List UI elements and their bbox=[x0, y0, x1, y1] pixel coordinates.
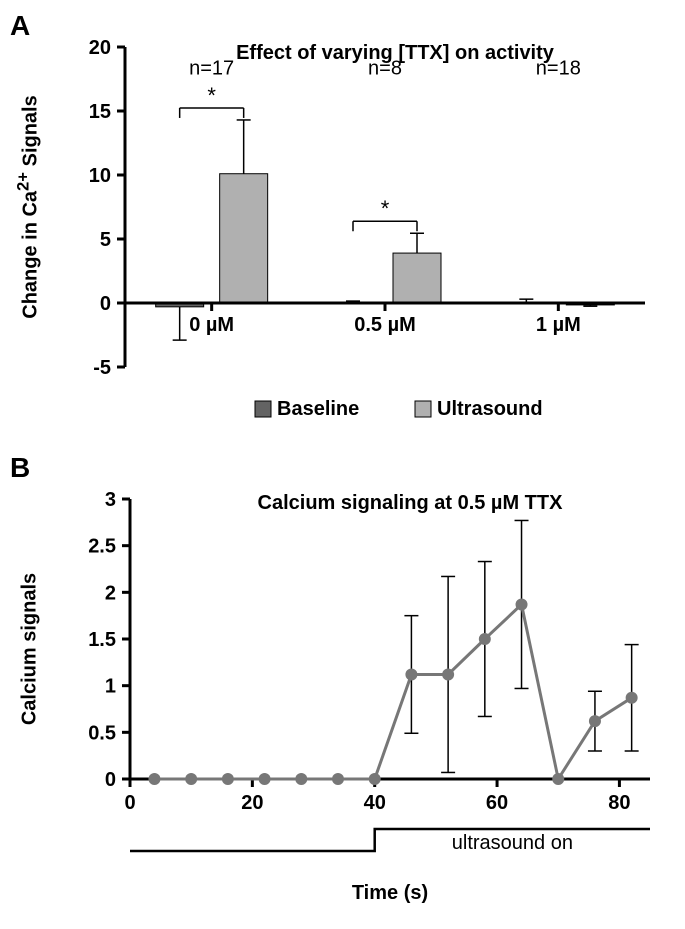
svg-text:60: 60 bbox=[486, 792, 508, 814]
svg-text:20: 20 bbox=[241, 792, 263, 814]
svg-text:-5: -5 bbox=[93, 357, 111, 379]
svg-text:Calcium signaling at 0.5 µM TT: Calcium signaling at 0.5 µM TTX bbox=[258, 492, 564, 514]
figure-root: A Change in Ca2+ Signals Effect of varyi… bbox=[10, 10, 675, 919]
svg-text:3: 3 bbox=[105, 489, 116, 511]
svg-text:0.5 µM: 0.5 µM bbox=[354, 314, 416, 336]
svg-text:1: 1 bbox=[105, 676, 116, 698]
panel-a-svg: Effect of varying [TTX] on activity-5051… bbox=[45, 37, 675, 437]
svg-text:0.5: 0.5 bbox=[88, 722, 116, 744]
svg-text:*: * bbox=[207, 83, 216, 108]
panel-b-chart-wrap: Calcium signals Calcium signaling at 0.5… bbox=[10, 479, 675, 919]
panel-a-ylabel: Change in Ca2+ Signals bbox=[14, 95, 43, 319]
svg-text:2: 2 bbox=[105, 582, 116, 604]
svg-text:Time (s): Time (s) bbox=[352, 882, 428, 904]
svg-text:ultrasound on: ultrasound on bbox=[452, 832, 573, 854]
panel-b-ylabel: Calcium signals bbox=[19, 573, 42, 725]
svg-text:2.5: 2.5 bbox=[88, 536, 116, 558]
svg-text:40: 40 bbox=[364, 792, 386, 814]
svg-text:1.5: 1.5 bbox=[88, 629, 116, 651]
svg-text:1 µM: 1 µM bbox=[536, 314, 581, 336]
svg-text:Baseline: Baseline bbox=[277, 398, 359, 420]
panel-a-chart-wrap: Change in Ca2+ Signals Effect of varying… bbox=[10, 37, 675, 437]
svg-text:n=17: n=17 bbox=[189, 58, 234, 80]
svg-text:0 µM: 0 µM bbox=[189, 314, 234, 336]
svg-text:Ultrasound: Ultrasound bbox=[437, 398, 543, 420]
svg-text:n=8: n=8 bbox=[368, 58, 402, 80]
svg-text:80: 80 bbox=[608, 792, 630, 814]
svg-text:0: 0 bbox=[105, 769, 116, 791]
panel-b-svg: Calcium signaling at 0.5 µM TTX 0 0.5 1 1.5 2… bbox=[55, 479, 675, 919]
svg-text:n=18: n=18 bbox=[536, 58, 581, 80]
svg-text:20: 20 bbox=[89, 37, 111, 59]
panel-b: B Calcium signals Calcium signaling at 0… bbox=[10, 452, 675, 919]
svg-text:0: 0 bbox=[100, 293, 111, 315]
svg-text:15: 15 bbox=[89, 101, 111, 123]
svg-text:*: * bbox=[381, 196, 390, 221]
svg-text:0: 0 bbox=[124, 792, 135, 814]
svg-text:10: 10 bbox=[89, 165, 111, 187]
svg-text:5: 5 bbox=[100, 229, 111, 251]
panel-a: A Change in Ca2+ Signals Effect of varyi… bbox=[10, 10, 675, 437]
